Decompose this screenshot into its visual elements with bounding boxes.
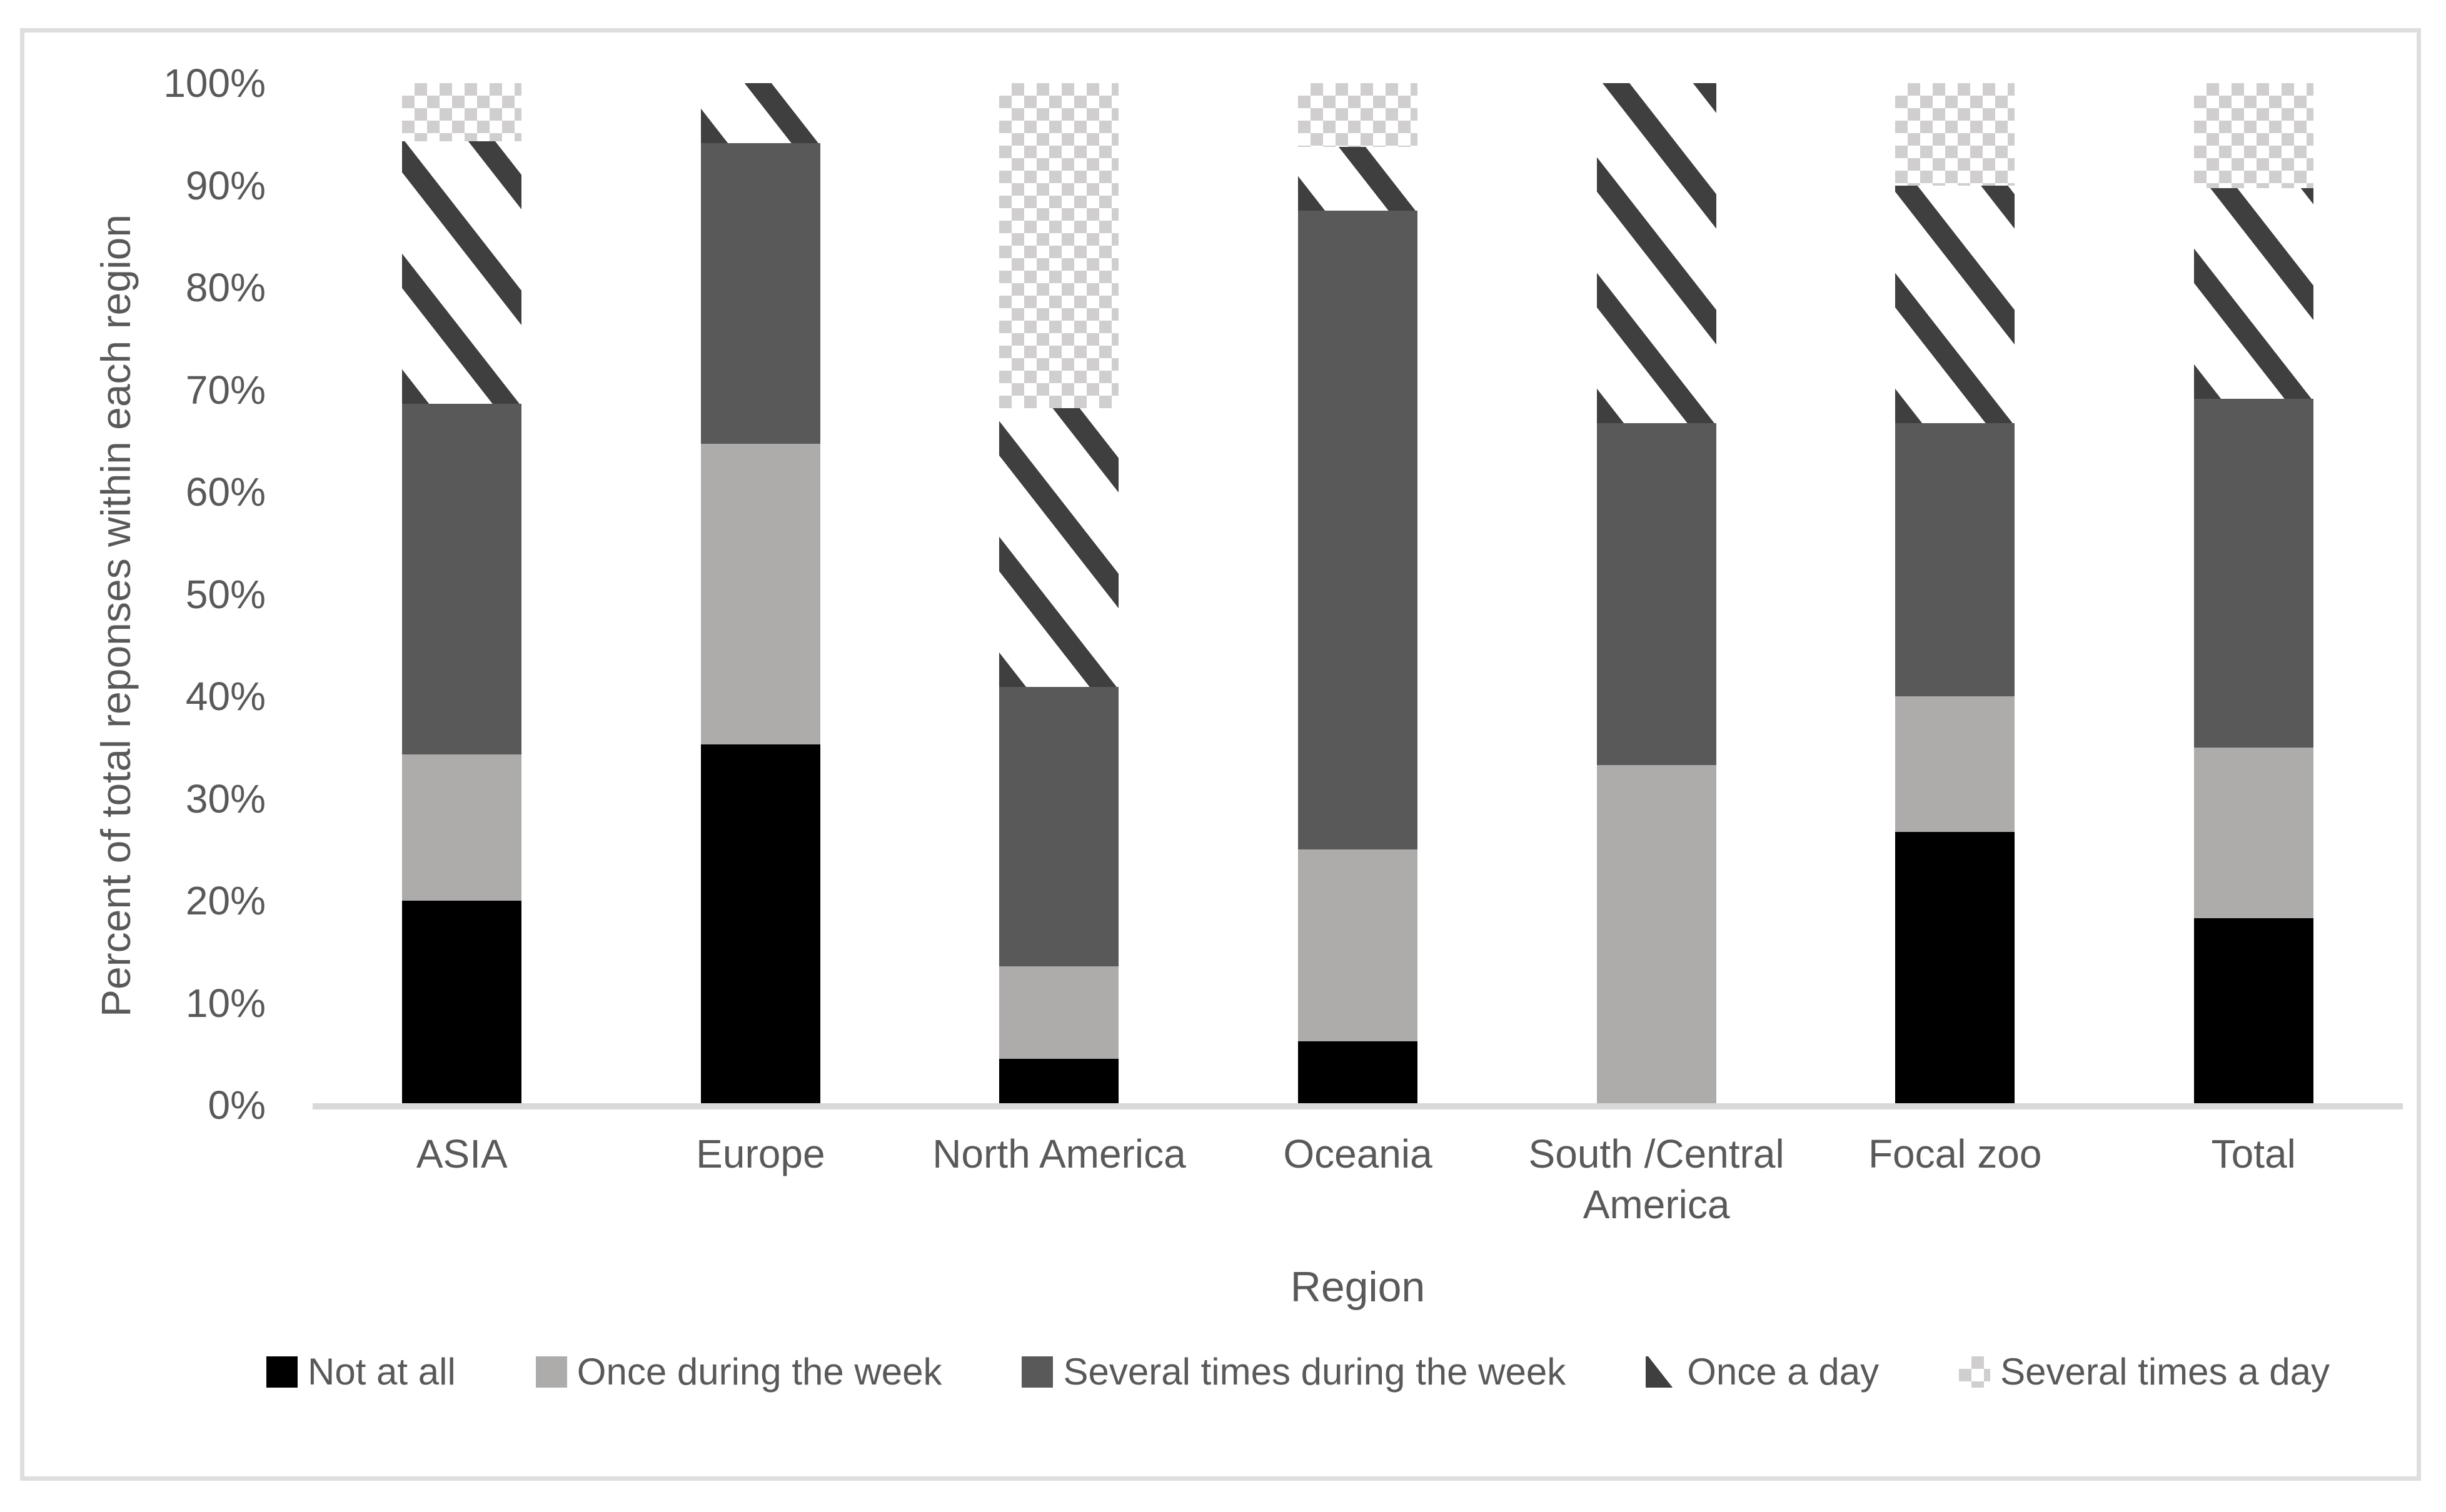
x-category-label: South /Central America	[1507, 1129, 1806, 1230]
legend-item: Once during the week	[535, 1350, 942, 1393]
bar-segment	[1895, 696, 2015, 833]
bar-slot	[2104, 83, 2403, 1105]
bar-segment	[2193, 188, 2313, 399]
stacked-bar	[999, 83, 1119, 1105]
bar-segment	[1596, 83, 1716, 424]
legend-label: Not at all	[308, 1351, 456, 1393]
x-category-label: Oceania	[1209, 1129, 1507, 1230]
bar-slot	[910, 83, 1209, 1105]
bar-slot	[1209, 83, 1507, 1105]
bar-segment	[402, 404, 522, 755]
x-category-label: Total	[2104, 1129, 2403, 1230]
x-category-label-text: Europe	[696, 1131, 825, 1176]
bar-segment	[2193, 83, 2313, 189]
stacked-bar	[1298, 83, 1418, 1105]
bar-slot	[1806, 83, 2105, 1105]
bar-segment	[1895, 185, 2015, 424]
x-category-label-text: Focal zoo	[1868, 1131, 2042, 1176]
bar-slot	[1507, 83, 1806, 1105]
stacked-bar	[2193, 83, 2313, 1105]
chart-legend: Not at all Once during the week Several ti…	[175, 1350, 2421, 1393]
x-axis-labels: ASIA Europe North America Oceania South /Cen…	[313, 1129, 2403, 1230]
bar-segment	[402, 83, 522, 142]
y-tick-label: 60%	[185, 469, 266, 514]
y-tick-label: 100%	[163, 61, 266, 106]
x-category-label: Europe	[612, 1129, 910, 1230]
bar-segment	[1298, 83, 1418, 148]
bar-segment	[1895, 832, 2015, 1105]
legend-swatch-icon	[1646, 1356, 1678, 1388]
bar-segment	[1298, 147, 1418, 211]
bar-segment	[999, 83, 1119, 408]
bar-segment	[999, 687, 1119, 966]
bar-slot	[612, 83, 910, 1105]
bar-segment	[700, 83, 820, 144]
x-category-label-text: ASIA	[416, 1131, 508, 1176]
x-category-label: ASIA	[313, 1129, 612, 1230]
stacked-bar	[1895, 83, 2015, 1105]
bar-segment	[1596, 764, 1716, 1105]
bar-segment	[2193, 918, 2313, 1105]
y-tick-label: 70%	[185, 367, 266, 413]
y-tick-label: 50%	[185, 571, 266, 617]
y-tick-label: 90%	[185, 163, 266, 208]
legend-item: Not at all	[266, 1350, 456, 1393]
legend-label: Once during the week	[576, 1351, 942, 1393]
x-category-label-text: Oceania	[1283, 1131, 1432, 1176]
bar-segment	[700, 444, 820, 744]
x-category-label-text: Total	[2211, 1131, 2296, 1176]
bar-segment	[1298, 849, 1418, 1041]
bar-segment	[1895, 423, 2015, 697]
stacked-bar	[1596, 83, 1716, 1105]
legend-swatch-icon	[1022, 1356, 1054, 1388]
legend-label: Once a day	[1687, 1351, 1880, 1393]
legend-item: Once a day	[1646, 1350, 1879, 1393]
x-category-label-text: North America	[932, 1131, 1186, 1176]
y-tick-label: 10%	[185, 980, 266, 1026]
bar-segment	[700, 744, 820, 1105]
y-tick-label: 0%	[208, 1083, 266, 1128]
legend-item: Several times a day	[1959, 1350, 2330, 1393]
legend-swatch-icon	[266, 1356, 298, 1388]
bar-segment	[1596, 423, 1716, 765]
bar-slot	[313, 83, 612, 1105]
x-axis-line	[313, 1103, 2403, 1109]
bar-segment	[1298, 211, 1418, 850]
legend-swatch-icon	[1959, 1356, 1991, 1388]
y-tick-label: 30%	[185, 776, 266, 821]
legend-label: Several times a day	[2000, 1351, 2330, 1393]
y-tick-label: 20%	[185, 878, 266, 923]
legend-item: Several times during the week	[1022, 1350, 1566, 1393]
bar-segment	[402, 901, 522, 1105]
plot-area	[313, 83, 2403, 1109]
bar-segment	[1895, 83, 2015, 186]
stacked-bar	[700, 83, 820, 1105]
bar-segment	[999, 966, 1119, 1059]
bar-segment	[402, 754, 522, 901]
y-axis-ticks: 0% 10% 20% 30% 40% 50% 60% 70% 80% 90% 100%	[0, 63, 266, 1125]
x-category-label: Focal zoo	[1806, 1129, 2105, 1230]
bar-segment	[999, 1059, 1119, 1105]
bar-segment	[999, 408, 1119, 688]
legend-label: Several times during the week	[1063, 1351, 1566, 1393]
bar-segment	[1298, 1041, 1418, 1105]
bar-segment	[402, 141, 522, 404]
y-tick-label: 40%	[185, 674, 266, 719]
legend-swatch-icon	[535, 1356, 567, 1388]
bar-segment	[2193, 747, 2313, 918]
bar-segment	[2193, 399, 2313, 748]
x-category-label: North America	[910, 1129, 1209, 1230]
x-category-label-text: South /Central America	[1528, 1131, 1784, 1227]
bar-segment	[700, 143, 820, 444]
y-tick-label: 80%	[185, 265, 266, 310]
stacked-bar	[402, 83, 522, 1105]
x-axis-title: Region	[1290, 1263, 1426, 1311]
